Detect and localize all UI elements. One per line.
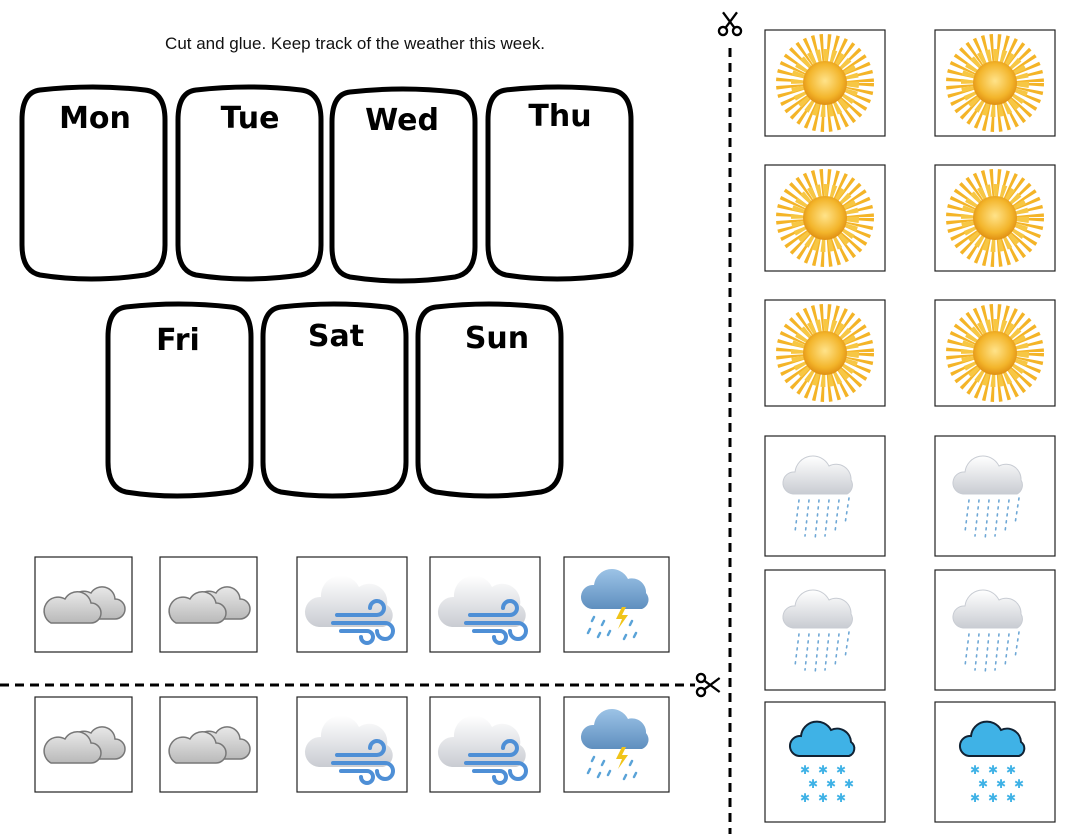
cut-lines — [0, 10, 743, 834]
day-box — [175, 84, 324, 282]
sun-icon — [961, 184, 1029, 252]
weather-cards-right — [764, 29, 1056, 823]
sun-icon — [791, 49, 859, 117]
sun-icon — [961, 319, 1029, 387]
day-box — [19, 84, 168, 282]
day-boxes: Mon Tue Wed Thu Fri Sat Sun — [19, 84, 634, 499]
sun-icon — [961, 49, 1029, 117]
scissors-icon — [717, 10, 743, 37]
day-label: Wed — [365, 103, 439, 138]
instructions: Cut and glue. Keep track of the weather … — [165, 34, 545, 53]
scissors-icon — [695, 672, 721, 698]
day-label: Sun — [465, 321, 529, 356]
weather-cards-bottom — [34, 556, 670, 793]
day-label: Fri — [156, 323, 200, 358]
day-box — [329, 86, 478, 284]
day-label: Tue — [221, 101, 280, 136]
card — [764, 569, 886, 691]
card — [764, 435, 886, 557]
sun-icon — [791, 319, 859, 387]
day-box — [105, 301, 254, 499]
card — [934, 435, 1056, 557]
day-label: Mon — [59, 101, 131, 136]
sun-icon — [791, 184, 859, 252]
day-box — [415, 301, 564, 499]
day-label: Thu — [528, 99, 591, 134]
card — [934, 569, 1056, 691]
day-box — [485, 84, 634, 282]
day-label: Sat — [308, 319, 364, 354]
day-box — [260, 301, 409, 499]
